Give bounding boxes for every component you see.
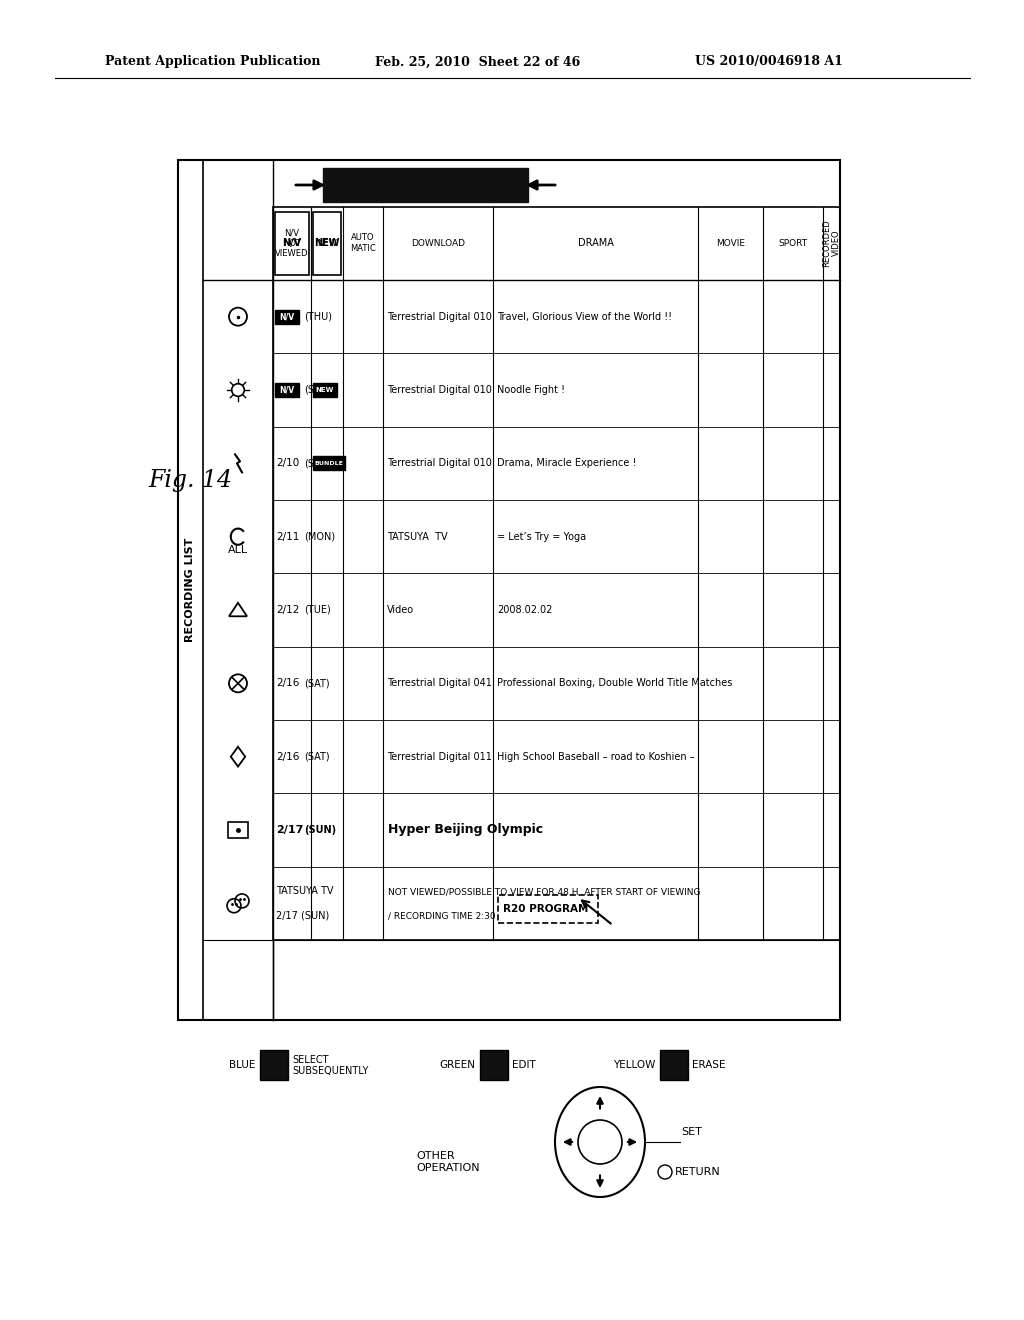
Text: (SUN): (SUN) — [304, 825, 336, 836]
Text: SELECT: SELECT — [292, 1055, 329, 1065]
Text: ∕ RECORDING TIME 2:30: ∕ RECORDING TIME 2:30 — [388, 911, 496, 920]
Bar — [480, 1049, 508, 1080]
Bar — [275, 213, 309, 275]
Text: ERASE: ERASE — [692, 1060, 725, 1071]
Text: Terrestrial Digital 010: Terrestrial Digital 010 — [387, 385, 492, 395]
Text: NEW: NEW — [314, 238, 340, 248]
Text: NEW: NEW — [315, 387, 334, 393]
Bar — [323, 168, 528, 202]
Text: ALL: ALL — [228, 545, 248, 554]
Bar — [273, 207, 840, 940]
Text: 2/12: 2/12 — [276, 605, 299, 615]
Text: N/V: N/V — [280, 312, 295, 321]
Bar — [313, 457, 345, 470]
Text: SET: SET — [681, 1127, 701, 1137]
Bar — [275, 310, 299, 323]
Text: 2/16: 2/16 — [276, 751, 299, 762]
Text: Hyper Beijing Olympic: Hyper Beijing Olympic — [388, 824, 543, 837]
Text: TATSUYA  TV: TATSUYA TV — [387, 532, 447, 541]
Text: Noodle Fight !: Noodle Fight ! — [497, 385, 565, 395]
Bar — [228, 822, 248, 838]
Text: N/V: N/V — [280, 385, 295, 395]
Text: (MON): (MON) — [304, 532, 335, 541]
Text: Travel, Glorious View of the World !!: Travel, Glorious View of the World !! — [497, 312, 672, 322]
Text: 2008.02.02: 2008.02.02 — [497, 605, 552, 615]
Text: OTHER
OPERATION: OTHER OPERATION — [417, 1151, 480, 1172]
Text: Feb. 25, 2010  Sheet 22 of 46: Feb. 25, 2010 Sheet 22 of 46 — [375, 55, 581, 69]
Text: RECORDING LIST: RECORDING LIST — [185, 537, 195, 643]
Text: Professional Boxing, Double World Title Matches: Professional Boxing, Double World Title … — [497, 678, 732, 688]
Bar — [178, 160, 840, 1020]
Text: DRAMA: DRAMA — [578, 238, 613, 248]
Text: NEW: NEW — [317, 239, 337, 248]
Text: Terrestrial Digital 010: Terrestrial Digital 010 — [387, 458, 492, 469]
Text: TATSUYA TV: TATSUYA TV — [276, 886, 334, 896]
Text: R20 PROGRAM: R20 PROGRAM — [503, 904, 589, 915]
Text: Terrestrial Digital 041: Terrestrial Digital 041 — [387, 678, 492, 688]
Text: Fig. 14: Fig. 14 — [148, 469, 232, 491]
Bar — [275, 383, 299, 397]
Text: DOWNLOAD: DOWNLOAD — [411, 239, 465, 248]
Bar — [498, 895, 598, 923]
Text: SUBSEQUENTLY: SUBSEQUENTLY — [292, 1067, 369, 1076]
Text: US 2010/0046918 A1: US 2010/0046918 A1 — [695, 55, 843, 69]
Text: High School Baseball – road to Koshien –: High School Baseball – road to Koshien – — [497, 751, 694, 762]
Text: 2/16: 2/16 — [276, 678, 299, 688]
Text: Video: Video — [387, 605, 414, 615]
Text: EDIT: EDIT — [512, 1060, 536, 1071]
Text: (TUE): (TUE) — [304, 605, 331, 615]
Text: 2/10: 2/10 — [276, 458, 299, 469]
Bar — [660, 1049, 688, 1080]
Text: N/V
NOT
VIEWED: N/V NOT VIEWED — [275, 228, 309, 257]
Bar — [313, 383, 337, 397]
Text: (SUN): (SUN) — [304, 458, 332, 469]
Text: SPORT: SPORT — [778, 239, 808, 248]
Text: Terrestrial Digital 011: Terrestrial Digital 011 — [387, 751, 492, 762]
Text: RETURN: RETURN — [675, 1167, 721, 1177]
Text: Patent Application Publication: Patent Application Publication — [105, 55, 321, 69]
Text: 2/17 (SUN): 2/17 (SUN) — [276, 911, 330, 920]
Text: (THU): (THU) — [304, 312, 332, 322]
Bar — [260, 1049, 288, 1080]
Text: 2/ 7: 2/ 7 — [276, 312, 296, 322]
Text: BLUE: BLUE — [228, 1060, 255, 1071]
Text: RECORDED
VIDEO: RECORDED VIDEO — [822, 219, 841, 267]
Bar — [313, 213, 341, 275]
Text: AUTO
MATIC: AUTO MATIC — [350, 234, 376, 252]
Text: 2/11: 2/11 — [276, 532, 299, 541]
Text: YELLOW: YELLOW — [612, 1060, 655, 1071]
Text: GREEN: GREEN — [439, 1060, 475, 1071]
Text: NOT VIEWED∕POSSIBLE TO VIEW FOR 48 H  AFTER START OF VIEWING: NOT VIEWED∕POSSIBLE TO VIEW FOR 48 H AFT… — [388, 887, 700, 896]
Text: 2/ 9: 2/ 9 — [276, 385, 296, 395]
Text: MOVIE: MOVIE — [716, 239, 745, 248]
Text: N/V: N/V — [283, 238, 301, 248]
Text: Drama, Miracle Experience !: Drama, Miracle Experience ! — [497, 458, 636, 469]
Text: BUNDLE: BUNDLE — [314, 461, 343, 466]
Text: Terrestrial Digital 010: Terrestrial Digital 010 — [387, 312, 492, 322]
Text: (SAT): (SAT) — [304, 751, 330, 762]
Text: = Let’s Try = Yoga: = Let’s Try = Yoga — [497, 532, 586, 541]
Text: (SAT): (SAT) — [304, 385, 330, 395]
Text: 2/17: 2/17 — [276, 825, 303, 836]
Text: (SAT): (SAT) — [304, 678, 330, 688]
